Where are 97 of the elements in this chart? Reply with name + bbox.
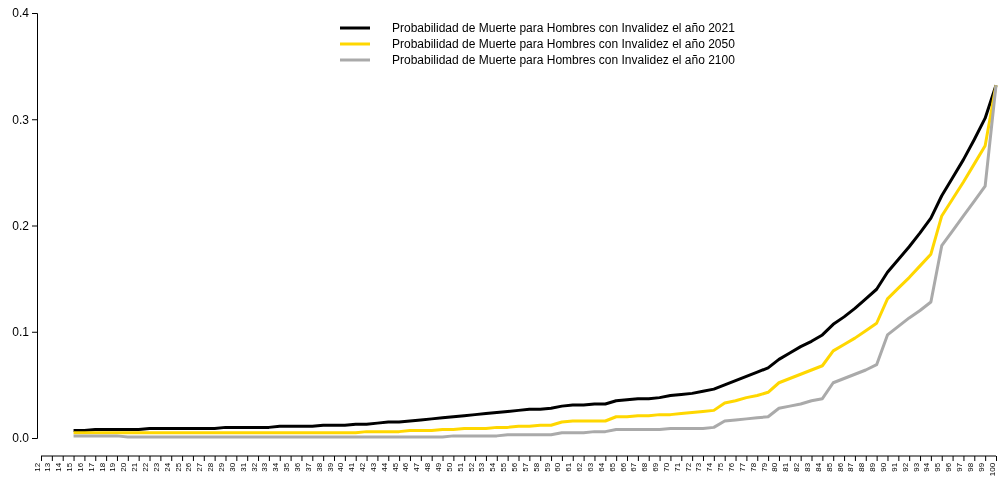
x-tick-label: 87 xyxy=(846,462,856,472)
x-tick-label: 38 xyxy=(314,462,324,472)
x-tick-label: 39 xyxy=(325,462,335,472)
x-tick-label: 75 xyxy=(716,462,726,472)
x-tick-label: 52 xyxy=(466,462,476,472)
x-tick-label: 27 xyxy=(195,462,205,472)
x-tick-label: 35 xyxy=(282,462,292,472)
y-tick-label: 0.3 xyxy=(12,112,30,127)
x-tick-label: 73 xyxy=(694,462,704,472)
x-tick-label: 20 xyxy=(119,462,129,472)
x-tick-label: 89 xyxy=(868,462,878,472)
x-tick-label: 71 xyxy=(672,462,682,472)
x-tick-label: 40 xyxy=(336,462,346,472)
x-tick-label: 70 xyxy=(661,462,671,472)
x-tick-label: 19 xyxy=(108,462,118,472)
x-tick-label: 93 xyxy=(911,462,921,472)
x-tick-label: 68 xyxy=(640,462,650,472)
x-tick-label: 46 xyxy=(401,462,411,472)
x-tick-label: 97 xyxy=(954,462,964,472)
x-tick-label: 47 xyxy=(412,462,422,472)
x-tick-label: 32 xyxy=(249,462,259,472)
x-tick-label: 51 xyxy=(455,462,465,472)
x-tick-label: 77 xyxy=(737,462,747,472)
x-tick-label: 49 xyxy=(434,462,444,472)
x-tick-label: 55 xyxy=(499,462,509,472)
x-tick-label: 33 xyxy=(260,462,270,472)
x-tick-label: 36 xyxy=(292,462,302,472)
x-tick-label: 56 xyxy=(510,462,519,472)
x-tick-label: 91 xyxy=(889,462,899,472)
x-tick-label: 82 xyxy=(792,462,802,472)
x-tick-label: 85 xyxy=(824,462,834,472)
x-tick-label: 57 xyxy=(520,462,530,472)
x-tick-label: 25 xyxy=(173,462,183,472)
x-tick-label: 84 xyxy=(813,462,823,472)
x-tick-label: 61 xyxy=(564,462,574,472)
legend-label: Probabilidad de Muerte para Hombres con Invalidez el año 2021 xyxy=(392,21,736,36)
x-tick-label: 31 xyxy=(238,462,248,472)
x-tick-label: 18 xyxy=(97,462,107,472)
legend-label: Probabilidad de Muerte para Hombres con Invalidez el año 2100 xyxy=(392,53,736,68)
x-tick-label: 30 xyxy=(227,462,237,472)
x-tick-label: 17 xyxy=(86,462,96,472)
x-tick-label: 94 xyxy=(922,462,932,472)
x-tick-label: 28 xyxy=(206,462,216,472)
x-tick-label: 67 xyxy=(629,462,639,472)
x-tick-label: 100 xyxy=(987,462,997,477)
x-tick-label: 80 xyxy=(770,462,780,472)
x-tick-label: 29 xyxy=(216,462,226,472)
x-tick-label: 22 xyxy=(141,462,151,472)
x-tick-label: 53 xyxy=(477,462,487,472)
x-tick-label: 59 xyxy=(542,462,552,472)
y-tick-label: 0.1 xyxy=(12,325,30,340)
x-tick-label: 45 xyxy=(390,462,400,472)
x-tick-label: 44 xyxy=(379,462,389,472)
x-tick-label: 24 xyxy=(162,462,172,472)
x-tick-label: 76 xyxy=(727,462,737,472)
x-tick-label: 42 xyxy=(358,462,368,472)
x-tick-label: 43 xyxy=(368,462,378,472)
x-tick-label: 26 xyxy=(184,462,194,472)
x-tick-label: 63 xyxy=(585,462,595,472)
x-tick-label: 74 xyxy=(705,462,715,472)
x-tick-label: 69 xyxy=(651,462,661,472)
x-tick-label: 95 xyxy=(933,462,943,472)
x-tick-label: 37 xyxy=(303,462,313,472)
x-tick-label: 72 xyxy=(683,462,693,472)
x-tick-label: 12 xyxy=(32,462,42,472)
y-tick-label: 0.4 xyxy=(12,6,30,21)
x-tick-label: 86 xyxy=(835,462,845,472)
x-tick-label: 96 xyxy=(944,462,954,472)
x-tick-label: 13 xyxy=(43,462,53,472)
x-tick-label: 79 xyxy=(759,462,769,472)
y-tick-label: 0.0 xyxy=(12,431,30,446)
x-tick-label: 83 xyxy=(803,462,813,472)
x-tick-label: 98 xyxy=(965,462,975,472)
x-tick-label: 16 xyxy=(75,462,85,472)
x-tick-label: 21 xyxy=(130,462,140,472)
x-tick-label: 92 xyxy=(900,462,910,472)
x-tick-label: 81 xyxy=(781,462,791,472)
x-tick-label: 62 xyxy=(575,462,585,472)
x-tick-label: 58 xyxy=(531,462,541,472)
x-tick-label: 50 xyxy=(444,462,454,472)
legend-label: Probabilidad de Muerte para Hombres con Invalidez el año 2050 xyxy=(392,37,736,52)
y-tick-label: 0.2 xyxy=(12,218,30,233)
x-tick-label: 66 xyxy=(618,462,628,472)
x-tick-label: 54 xyxy=(488,462,498,472)
x-tick-label: 99 xyxy=(976,462,986,472)
x-tick-label: 78 xyxy=(748,462,758,472)
x-tick-label: 15 xyxy=(65,462,75,472)
x-tick-label: 88 xyxy=(857,462,867,472)
x-tick-label: 23 xyxy=(151,462,161,472)
x-tick-label: 34 xyxy=(271,462,281,472)
x-tick-label: 65 xyxy=(607,462,617,472)
x-tick-label: 14 xyxy=(54,462,64,472)
x-tick-label: 48 xyxy=(423,462,433,472)
x-tick-label: 60 xyxy=(553,462,563,472)
x-tick-label: 41 xyxy=(347,462,357,472)
x-tick-label: 90 xyxy=(878,462,888,472)
x-tick-label: 64 xyxy=(596,462,606,472)
